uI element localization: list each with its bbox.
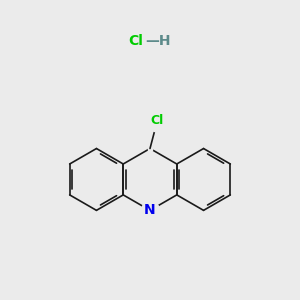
Text: N: N bbox=[144, 203, 156, 218]
Text: —H: —H bbox=[146, 34, 171, 48]
Text: Cl: Cl bbox=[128, 34, 142, 48]
Text: Cl: Cl bbox=[151, 114, 164, 127]
